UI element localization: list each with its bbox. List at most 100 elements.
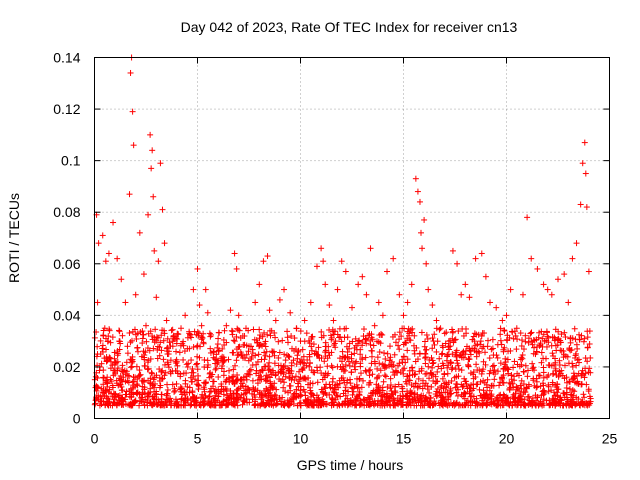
data-point	[237, 334, 244, 341]
y-axis-title: ROTI / TECUs	[6, 193, 22, 283]
data-point	[174, 401, 181, 408]
data-point	[105, 389, 112, 396]
data-point	[411, 332, 418, 339]
data-point	[429, 357, 436, 364]
data-point	[426, 356, 433, 363]
data-point	[581, 402, 588, 409]
data-point	[374, 365, 381, 372]
data-point	[461, 389, 468, 396]
data-point	[386, 401, 393, 408]
data-point	[205, 393, 212, 400]
data-point	[261, 356, 268, 363]
data-point	[310, 392, 317, 399]
data-point	[514, 370, 521, 377]
data-point	[426, 375, 433, 382]
data-point	[403, 402, 410, 409]
data-point	[508, 328, 515, 335]
data-point	[199, 334, 206, 341]
data-point	[213, 356, 220, 363]
data-point	[150, 193, 157, 200]
data-point	[359, 342, 366, 349]
data-point	[533, 344, 540, 351]
data-point	[518, 402, 525, 409]
data-point	[275, 369, 282, 376]
data-point	[585, 386, 592, 393]
data-point	[130, 142, 137, 149]
data-point	[408, 389, 415, 396]
data-point	[271, 380, 278, 387]
data-point	[461, 375, 468, 382]
data-point	[433, 348, 440, 355]
data-point	[479, 368, 486, 375]
data-point	[334, 286, 341, 293]
data-point	[470, 371, 477, 378]
data-point	[491, 376, 498, 383]
data-point	[524, 373, 531, 380]
data-point	[565, 360, 572, 367]
data-point	[501, 344, 508, 351]
data-point	[575, 380, 582, 387]
data-point	[231, 250, 238, 257]
data-point	[307, 387, 314, 394]
data-point	[257, 402, 264, 409]
data-point	[485, 395, 492, 402]
data-point	[402, 339, 409, 346]
data-point	[293, 361, 300, 368]
data-point	[182, 399, 189, 406]
data-point	[190, 393, 197, 400]
data-point	[521, 402, 528, 409]
data-point	[473, 399, 480, 406]
data-point	[583, 204, 590, 211]
data-point	[571, 325, 578, 332]
data-point	[151, 247, 158, 254]
data-point	[220, 398, 227, 405]
data-point	[356, 337, 363, 344]
data-point	[558, 396, 565, 403]
data-point	[328, 399, 335, 406]
data-point	[297, 359, 304, 366]
data-point	[212, 366, 219, 373]
data-point	[198, 394, 205, 401]
data-point	[235, 326, 242, 333]
data-point	[192, 376, 199, 383]
data-point	[395, 342, 402, 349]
data-point	[282, 388, 289, 395]
data-point	[480, 358, 487, 365]
data-point	[319, 400, 326, 407]
data-point	[503, 395, 510, 402]
data-point	[275, 362, 282, 369]
data-point	[567, 378, 574, 385]
data-point	[271, 329, 278, 336]
data-point	[369, 390, 376, 397]
data-point	[116, 327, 123, 334]
data-point	[518, 337, 525, 344]
data-point	[99, 348, 106, 355]
data-point	[262, 338, 269, 345]
data-point	[569, 335, 576, 342]
data-point	[384, 268, 391, 275]
data-point	[429, 335, 436, 342]
data-point	[174, 330, 181, 337]
data-point	[561, 390, 568, 397]
data-point	[531, 344, 538, 351]
data-point	[126, 191, 133, 198]
data-point	[126, 393, 133, 400]
data-point	[529, 395, 536, 402]
data-point	[354, 384, 361, 391]
data-point	[214, 344, 221, 351]
data-point	[463, 381, 470, 388]
data-point	[329, 385, 336, 392]
data-point	[346, 345, 353, 352]
data-point	[430, 401, 437, 408]
data-point	[574, 345, 581, 352]
data-point	[174, 370, 181, 377]
data-point	[140, 271, 147, 278]
data-point	[215, 390, 222, 397]
data-point	[142, 396, 149, 403]
data-point	[280, 384, 287, 391]
y-tick-label: 0.08	[53, 204, 80, 220]
data-point	[111, 349, 118, 356]
data-point	[520, 381, 527, 388]
data-point	[436, 326, 443, 333]
data-point	[545, 339, 552, 346]
